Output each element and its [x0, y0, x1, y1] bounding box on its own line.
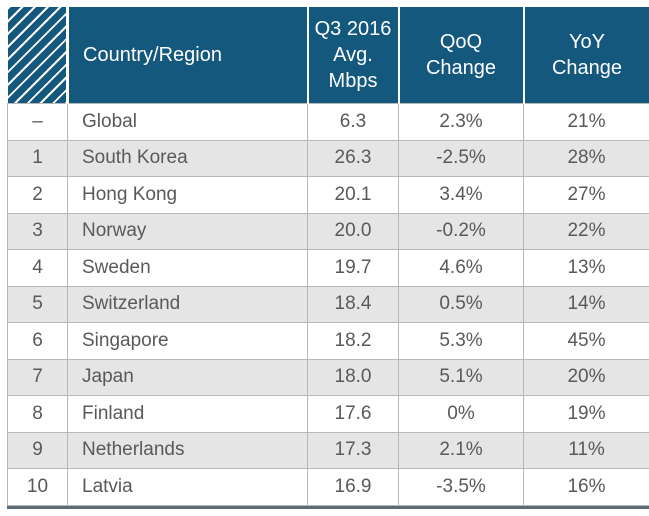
country-cell: Global [67, 103, 308, 141]
rank-cell: 6 [7, 322, 68, 360]
table-row: 2 Hong Kong 20.1 3.4% 27% [7, 176, 649, 214]
qoq-change-cell: 5.3% [398, 322, 524, 360]
avg-mbps-cell: 16.9 [307, 468, 399, 506]
col-header-qoq-change: QoQ Change [397, 7, 524, 104]
yoy-change-cell: 22% [523, 212, 649, 250]
table-row: 9 Netherlands 17.3 2.1% 11% [7, 431, 649, 469]
rank-cell: 2 [7, 176, 68, 214]
table-row: 7 Japan 18.0 5.1% 20% [7, 358, 649, 396]
rank-cell: 7 [7, 358, 68, 396]
qoq-change-cell: 3.4% [398, 176, 524, 214]
col-header-country: Country/Region [66, 7, 308, 104]
avg-mbps-cell: 18.0 [307, 358, 399, 396]
rank-cell: 4 [7, 249, 68, 287]
avg-connection-speed-table: Country/Region Q3 2016 Avg. Mbps QoQ Cha… [7, 7, 649, 506]
table-row: 5 Switzerland 18.4 0.5% 14% [7, 285, 649, 323]
yoy-change-cell: 16% [523, 468, 649, 506]
table-row: 6 Singapore 18.2 5.3% 45% [7, 322, 649, 360]
qoq-change-cell: -2.5% [398, 139, 524, 177]
rank-cell: 10 [7, 468, 68, 506]
avg-mbps-cell: 26.3 [307, 139, 399, 177]
country-cell: Netherlands [67, 431, 308, 469]
yoy-change-cell: 13% [523, 249, 649, 287]
qoq-change-cell: 0.5% [398, 285, 524, 323]
table-row: – Global 6.3 2.3% 21% [7, 103, 649, 141]
country-cell: Japan [67, 358, 308, 396]
header-row: Country/Region Q3 2016 Avg. Mbps QoQ Cha… [7, 7, 649, 104]
country-cell: Switzerland [67, 285, 308, 323]
country-cell: South Korea [67, 139, 308, 177]
table-body: – Global 6.3 2.3% 21% 1 South Korea 26.3… [7, 103, 649, 506]
col-header-avg-mbps: Q3 2016 Avg. Mbps [306, 7, 399, 104]
avg-mbps-cell: 20.1 [307, 176, 399, 214]
qoq-change-cell: 2.1% [398, 431, 524, 469]
rank-cell: 3 [7, 212, 68, 250]
table-row: 1 South Korea 26.3 -2.5% 28% [7, 139, 649, 177]
country-cell: Singapore [67, 322, 308, 360]
country-cell: Sweden [67, 249, 308, 287]
table-row: 10 Latvia 16.9 -3.5% 16% [7, 468, 649, 506]
rank-cell: 1 [7, 139, 68, 177]
yoy-change-cell: 19% [523, 395, 649, 433]
table-row: 3 Norway 20.0 -0.2% 22% [7, 212, 649, 250]
avg-mbps-cell: 20.0 [307, 212, 399, 250]
yoy-change-cell: 11% [523, 431, 649, 469]
yoy-change-cell: 21% [523, 103, 649, 141]
speed-table-wrapper: Country/Region Q3 2016 Avg. Mbps QoQ Cha… [7, 7, 649, 509]
rank-cell: 5 [7, 285, 68, 323]
rank-cell: 8 [7, 395, 68, 433]
avg-mbps-cell: 18.4 [307, 285, 399, 323]
col-header-yoy-change: YoY Change [522, 7, 649, 104]
country-cell: Norway [67, 212, 308, 250]
table-header: Country/Region Q3 2016 Avg. Mbps QoQ Cha… [7, 7, 649, 104]
qoq-change-cell: -0.2% [398, 212, 524, 250]
avg-mbps-cell: 6.3 [307, 103, 399, 141]
rank-cell: – [7, 103, 68, 141]
avg-mbps-cell: 17.3 [307, 431, 399, 469]
hatched-corner-cell [7, 7, 68, 104]
avg-mbps-cell: 18.2 [307, 322, 399, 360]
qoq-change-cell: 0% [398, 395, 524, 433]
yoy-change-cell: 45% [523, 322, 649, 360]
avg-mbps-cell: 19.7 [307, 249, 399, 287]
qoq-change-cell: 2.3% [398, 103, 524, 141]
yoy-change-cell: 14% [523, 285, 649, 323]
yoy-change-cell: 27% [523, 176, 649, 214]
table-row: 8 Finland 17.6 0% 19% [7, 395, 649, 433]
table-row: 4 Sweden 19.7 4.6% 13% [7, 249, 649, 287]
country-cell: Hong Kong [67, 176, 308, 214]
rank-cell: 9 [7, 431, 68, 469]
country-cell: Finland [67, 395, 308, 433]
qoq-change-cell: 5.1% [398, 358, 524, 396]
yoy-change-cell: 28% [523, 139, 649, 177]
qoq-change-cell: -3.5% [398, 468, 524, 506]
country-cell: Latvia [67, 468, 308, 506]
qoq-change-cell: 4.6% [398, 249, 524, 287]
avg-mbps-cell: 17.6 [307, 395, 399, 433]
yoy-change-cell: 20% [523, 358, 649, 396]
